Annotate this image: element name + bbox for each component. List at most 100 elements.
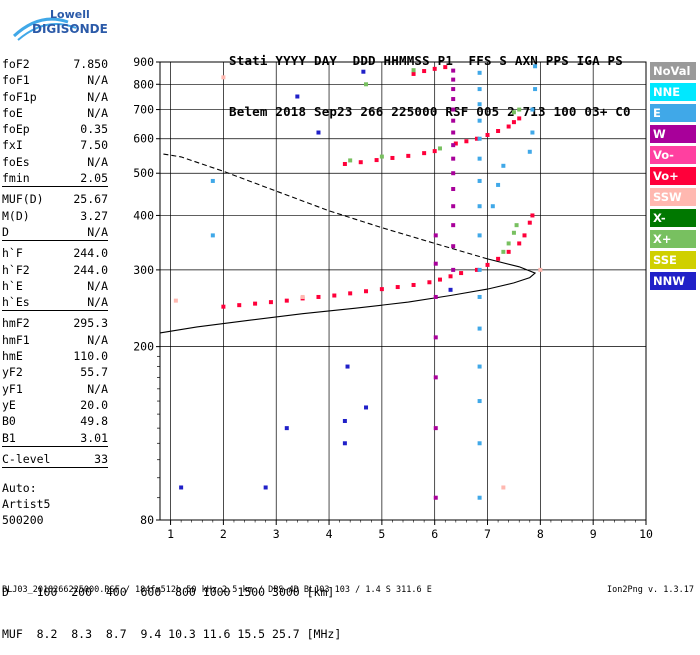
point-vo- [496,129,501,134]
param-name: h`F [2,246,23,261]
x-tick-label: 2 [220,527,227,541]
point-x- [511,230,516,235]
legend-item-x-: X+ [650,230,696,248]
legend-item-e: E [650,104,696,122]
y-tick-label: 400 [133,208,154,222]
point-x- [514,223,519,228]
point-vo- [411,71,416,76]
param-value: N/A [87,224,108,239]
param-row: fxI 7.50 [2,137,108,153]
point-vo- [485,132,490,137]
param-value: N/A [87,89,108,104]
point-vo- [474,136,479,141]
point-nnw [342,441,347,446]
logo-mark-icon [12,17,77,41]
param-name: foF1p [2,89,37,104]
model-curve-profile [159,258,537,334]
legend-item-w: W [650,125,696,143]
param-row: yF2 55.7 [2,364,108,380]
point-e [477,233,482,238]
point-vo- [522,233,527,238]
point-e [477,294,482,299]
y-tick-label: 900 [133,55,154,69]
point-e [496,182,501,187]
param-name: B1 [2,430,16,445]
point-ssw [300,294,305,299]
param-value: 2.05 [80,171,108,186]
param-row: B0 49.8 [2,413,108,429]
header-values: Belem 2018 Sep23 266 225000 RSF 005 2 71… [229,104,631,119]
param-value: 7.850 [73,57,108,71]
point-vo- [253,301,258,306]
point-vo- [517,116,522,121]
param-name: B0 [2,414,16,429]
point-vo- [485,262,490,267]
point-vo- [284,298,289,303]
point-nnw [345,364,350,369]
auto-program: Artist5 [2,497,51,511]
point-e [477,156,482,161]
ionogram-chart: 80 200 300 400 500 600 700 800 900 1 2 3 4 5 6 7 8 9 10 [133,55,653,541]
point-x- [437,146,442,151]
param-value: N/A [87,278,108,293]
param-row: hmE 110.0 [2,348,108,364]
point-vo- [395,285,400,290]
param-name: hmF2 [2,316,30,331]
point-w [433,294,438,299]
param-name: hmE [2,349,23,364]
point-x- [501,249,506,254]
param-row: foF1p N/A [2,89,108,105]
y-tick-label: 800 [133,77,154,91]
point-vo- [358,160,363,165]
point-vo- [506,249,511,254]
point-e [210,233,215,238]
point-e [477,441,482,446]
point-nnw [295,94,300,99]
point-nnw [316,130,321,135]
point-vo- [530,213,535,218]
point-w [451,118,456,123]
point-e [477,70,482,75]
y-tick-label: 300 [133,263,154,277]
point-vo- [364,289,369,294]
point-nnw [284,426,289,431]
point-e [477,364,482,369]
point-vo- [342,161,347,166]
param-name: hmF1 [2,332,30,347]
point-w [433,261,438,266]
param-row: D N/A [2,224,108,240]
point-e [530,130,535,135]
point-vo- [432,66,437,71]
y-tick-label: 700 [133,103,154,117]
point-e [533,64,538,69]
point-vo- [332,293,337,298]
point-w [451,87,456,92]
point-vo- [379,287,384,292]
point-w [451,143,456,148]
param-value: N/A [87,154,108,169]
param-row: fmin 2.05 [2,170,108,186]
param-row: h`F 244.0 [2,245,108,261]
parameters-panel: foF2 7.850 foF1 N/A foF1p N/A foE N/A foEp 0.35 fx… [2,56,108,472]
x-tick-label: 1 [167,527,174,541]
point-vo- [432,149,437,154]
point-w [451,68,456,73]
point-vo- [221,304,226,309]
param-value: 3.27 [80,208,108,223]
point-e [477,326,482,331]
y-tick-label: 80 [140,513,154,527]
point-nnw [263,485,268,490]
point-x- [364,82,369,87]
point-e [477,204,482,209]
param-name: yF2 [2,365,23,380]
param-value: 33 [94,451,108,466]
distance-muf-table: D 100 200 400 600 800 1000 1500 3000 [km… [2,557,341,655]
param-row: foF2 7.850 [2,56,108,72]
point-nnw [342,418,347,423]
point-e [477,178,482,183]
x-tick-label: 3 [273,527,280,541]
x-tick-label: 7 [484,527,491,541]
point-e [501,163,506,168]
param-name: M(D) [2,208,30,223]
param-name: yF1 [2,381,23,396]
